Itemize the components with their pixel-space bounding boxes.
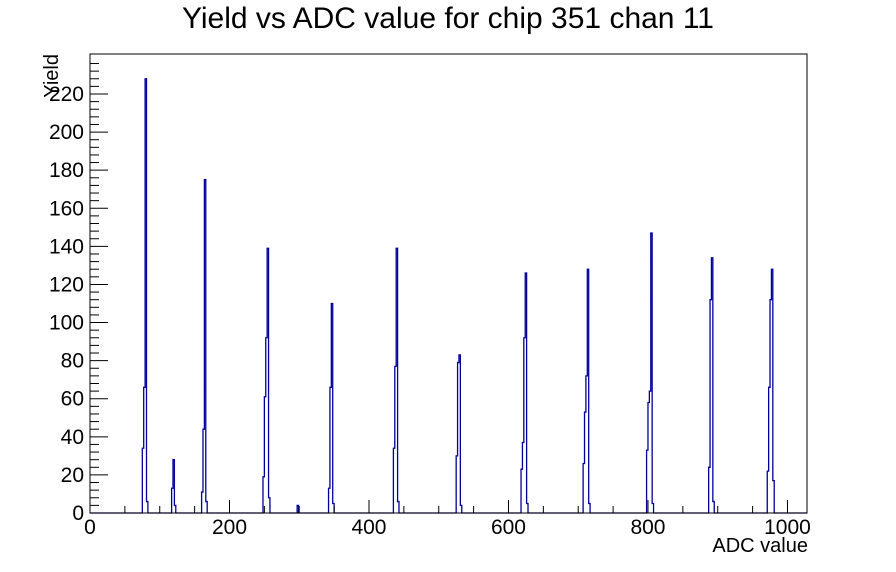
y-axis-title: Yield <box>41 54 63 98</box>
y-tick-label: 200 <box>49 121 84 144</box>
x-tick-label: 400 <box>351 516 386 539</box>
y-tick-label: 20 <box>61 464 84 487</box>
y-tick-label: 140 <box>49 235 84 258</box>
y-tick-label: 80 <box>61 350 84 373</box>
chart-title: Yield vs ADC value for chip 351 chan 11 <box>182 2 714 35</box>
x-tick-label: 600 <box>491 516 526 539</box>
histogram-line <box>90 78 807 514</box>
y-tick-label: 220 <box>49 83 84 106</box>
axis-ticks <box>89 63 788 514</box>
y-tick-label: 40 <box>61 426 84 449</box>
x-tick-label: 200 <box>212 516 247 539</box>
y-tick-label: 160 <box>49 197 84 220</box>
y-tick-label: 180 <box>49 159 84 182</box>
x-tick-label: 1000 <box>764 516 811 539</box>
y-tick-label: 100 <box>49 312 84 335</box>
plot-frame <box>89 53 808 514</box>
y-tick-label: 60 <box>61 388 84 411</box>
axis-tick-labels: 0 20 40 60 80 100 120 140 160 180 200 220 0 200 400 600… <box>49 83 811 539</box>
y-tick-label: 0 <box>72 502 84 525</box>
x-tick-label: 800 <box>630 516 665 539</box>
x-axis-title: ADC value <box>712 535 808 557</box>
y-tick-label: 120 <box>49 273 84 296</box>
x-tick-label: 0 <box>84 516 96 539</box>
